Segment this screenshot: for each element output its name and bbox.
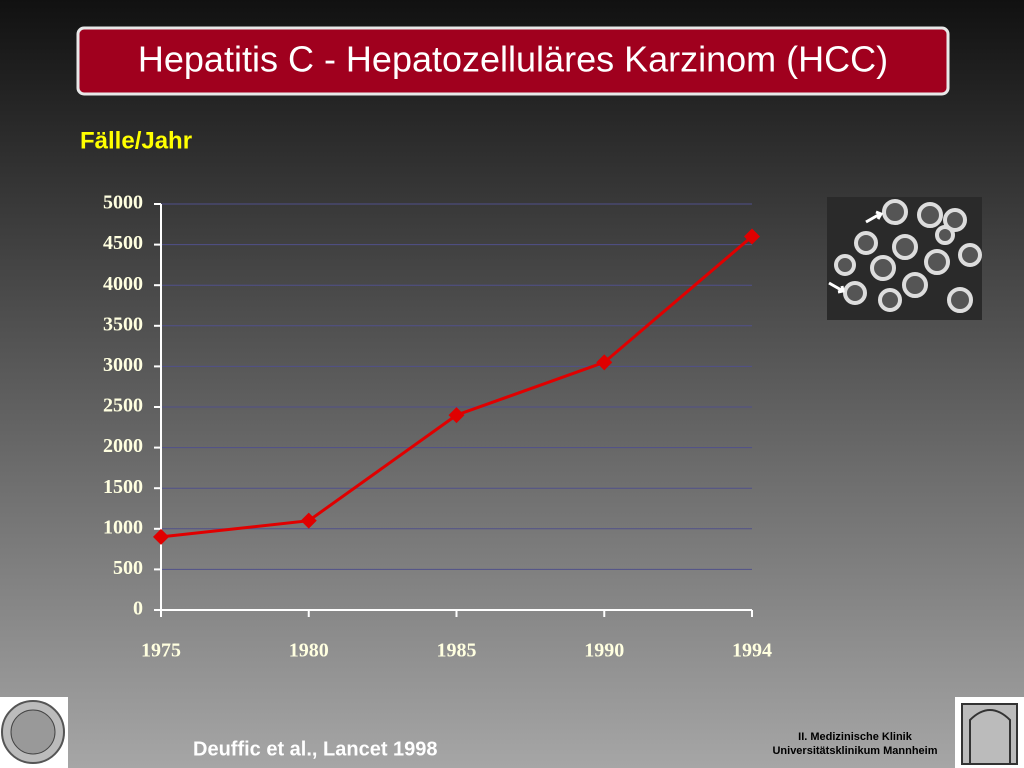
chart-title: Hepatitis C - Hepatozelluläres Karzinom … [138,39,888,80]
y-tick-label: 0 [133,598,143,620]
y-tick-label: 5000 [103,192,143,214]
citation: Deuffic et al., Lancet 1998 [193,738,438,760]
y-tick-label: 3500 [103,313,143,335]
data-point [744,228,760,245]
y-tick-label: 1500 [103,476,143,498]
y-tick-label: 4500 [103,232,143,254]
x-tick-label: 1975 [141,640,181,662]
title-box [76,26,950,96]
micrograph [827,197,982,320]
footer-line: II. Medizinische Klinik [798,731,913,743]
data-point [448,407,465,424]
x-tick-label: 1985 [437,640,477,662]
y-tick-label: 2000 [103,435,143,457]
footer-line: Universitätsklinikum Mannheim [772,745,937,757]
y-tick-label: 500 [113,557,143,579]
x-tick-label: 1990 [584,640,624,662]
y-tick-label: 4000 [103,273,143,295]
logo-left [0,697,68,768]
y-tick-label: 2500 [103,395,143,417]
y-tick-label: 3000 [103,354,143,376]
x-tick-label: 1994 [732,640,772,662]
y-tick-label: 1000 [103,516,143,538]
x-tick-label: 1980 [289,640,329,662]
data-point [153,528,169,545]
logo-right [955,697,1024,768]
data-point [596,354,613,371]
y-axis-label: Fälle/Jahr [80,127,192,154]
data-point [300,512,317,529]
